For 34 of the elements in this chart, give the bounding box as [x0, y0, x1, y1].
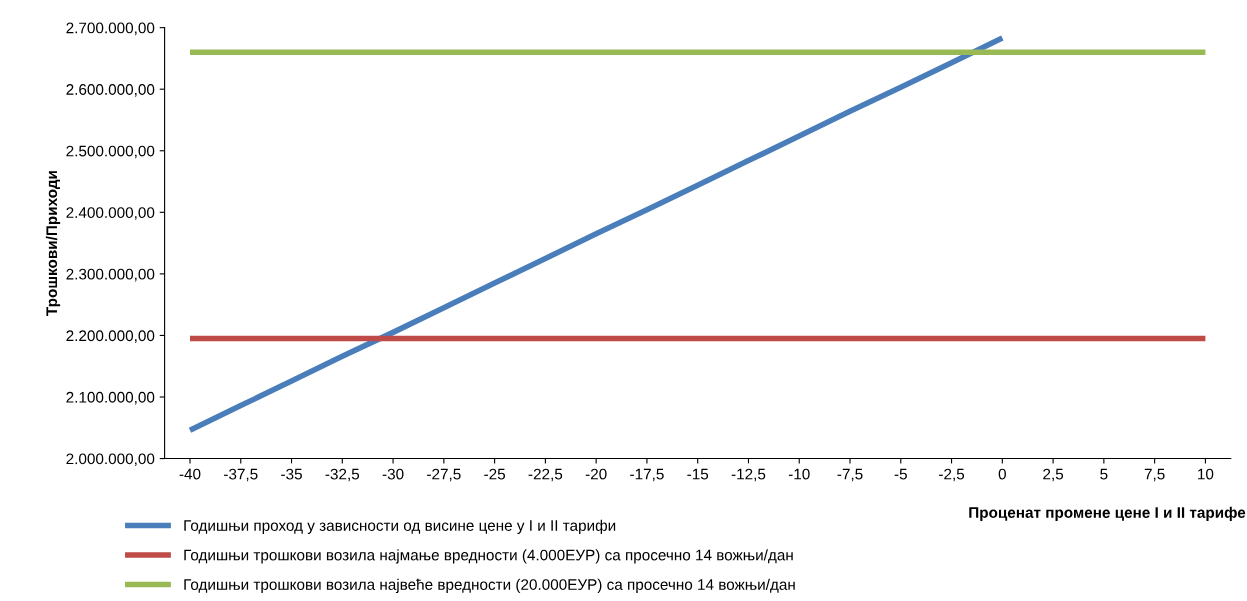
x-tick-label: -7,5 [837, 468, 863, 482]
y-tick-label: 2.000.000,00 [66, 453, 155, 467]
x-tick-label: -30 [382, 468, 404, 480]
x-tick-label: -40 [179, 468, 201, 480]
legend-label: Годишњи трошкови возила најмање вредности (4.000ЕУР) са просечно 14 вожњи/дан [184, 549, 793, 564]
x-tick-label: -25 [484, 468, 506, 480]
y-tick-label: 2.600.000,00 [66, 84, 155, 97]
x-tick-label: -2,5 [939, 468, 965, 482]
legend-label: Годишњи проход у зависности од висине цене у I и II тарифи [184, 519, 616, 534]
x-tick-label: -15 [687, 468, 709, 480]
x-tick-label: 10 [1198, 468, 1214, 480]
y-tick-label: 2.300.000,00 [66, 268, 155, 282]
x-tick-label: -10 [788, 468, 810, 480]
x-tick-label: 0 [998, 468, 1006, 480]
x-axis-title: Проценат промене цене I и II тарифе [969, 506, 1246, 521]
y-tick-label: 2.700.000,00 [66, 22, 155, 36]
y-tick-label: 2.100.000,00 [66, 391, 155, 405]
x-tick-label: 7,5 [1144, 468, 1165, 482]
y-tick-label: 2.500.000,00 [66, 145, 155, 159]
x-tick-label: -37,5 [224, 468, 258, 482]
x-tick-label: -12,5 [731, 468, 766, 482]
y-tick-label: 2.200.000,00 [66, 330, 155, 343]
x-tick-label: -35 [281, 468, 302, 480]
x-tick-label: 2,5 [1043, 468, 1064, 482]
x-tick-label: 5 [1100, 468, 1108, 480]
x-tick-label: -32,5 [325, 468, 360, 482]
y-axis-title: Трошкови/Приходи [45, 171, 61, 316]
x-tick-label: -5 [894, 468, 907, 480]
x-tick-label: -22,5 [528, 468, 563, 482]
x-tick-label: -20 [585, 468, 607, 480]
x-tick-label: -27,5 [427, 468, 461, 482]
legend-label: Годишњи трошкови возила највеће вредности (20.000ЕУР) са просечно 14 вожњи/дан [184, 578, 795, 593]
y-tick-label: 2.400.000,00 [66, 207, 155, 220]
x-tick-label: -17,5 [630, 468, 664, 482]
